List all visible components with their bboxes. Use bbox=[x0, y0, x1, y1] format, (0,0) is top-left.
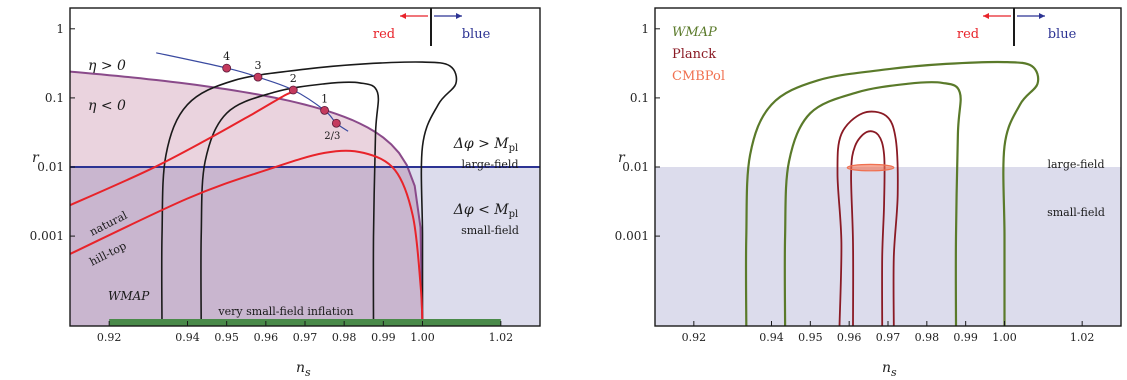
y-tick-label: 0.001 bbox=[30, 229, 64, 243]
y-tick-label: 0.01 bbox=[622, 160, 649, 174]
x-tick-label: 0.94 bbox=[175, 331, 200, 344]
very-small-field-label: very small-field inflation bbox=[217, 305, 353, 318]
wmap-contour-outer bbox=[160, 61, 458, 326]
delta-phi-small-label: Δφ < Mpl bbox=[453, 202, 519, 220]
attractor-point-label: 2/3 bbox=[324, 131, 340, 142]
left-x-ticks: 0.92 0.94 0.95 0.96 0.97 0.98 0.99 1.00 1.02 bbox=[97, 321, 513, 344]
attractor-point bbox=[320, 105, 329, 115]
right-x-axis-label: ns bbox=[882, 360, 897, 379]
y-tick-label: 0.001 bbox=[615, 229, 649, 243]
x-tick-label: 0.97 bbox=[293, 331, 318, 344]
left-plot-area bbox=[70, 52, 540, 326]
x-tick-label: 0.92 bbox=[682, 331, 707, 344]
attractor-point bbox=[288, 85, 298, 95]
x-tick-label: 1.02 bbox=[489, 331, 514, 344]
left-y-ticks: 1 0.1 0.01 0.001 bbox=[30, 22, 75, 243]
legend-planck: Planck bbox=[672, 47, 716, 62]
legend-wmap: WMAP bbox=[672, 25, 717, 40]
planck-contour-inner bbox=[850, 130, 886, 326]
left-y-axis-label: r bbox=[32, 150, 40, 166]
x-tick-label: 1.00 bbox=[992, 331, 1017, 344]
x-tick-label: 0.95 bbox=[214, 331, 239, 344]
attractor-point-label: 3 bbox=[255, 59, 262, 72]
attractor-point-label: 2 bbox=[290, 72, 297, 85]
right-blue-label: blue bbox=[1048, 27, 1077, 42]
right-red-label: red bbox=[957, 27, 979, 42]
x-tick-label: 0.92 bbox=[97, 331, 122, 344]
left-x-axis-label: ns bbox=[296, 360, 311, 379]
x-tick-label: 0.99 bbox=[371, 331, 396, 344]
left-blue-label: blue bbox=[462, 27, 491, 42]
wmap-contour-inner-right bbox=[783, 81, 962, 326]
attractor-points: 4 3 2 1 2/3 bbox=[222, 50, 341, 142]
x-tick-label: 0.96 bbox=[837, 331, 862, 344]
wmap-contour-outer-right bbox=[744, 60, 1040, 326]
x-tick-label: 0.99 bbox=[953, 331, 978, 344]
x-tick-label: 0.96 bbox=[254, 331, 279, 344]
right-red-arrow bbox=[983, 13, 1011, 19]
wmap-label: WMAP bbox=[108, 289, 150, 303]
right-large-field-label: large-field bbox=[1047, 158, 1104, 171]
delta-phi-large-label: Δφ > Mpl bbox=[453, 136, 519, 154]
left-red-arrow bbox=[400, 13, 428, 19]
attractor-point-label: 1 bbox=[321, 92, 328, 105]
small-field-label: small-field bbox=[461, 224, 519, 237]
y-tick-label: 0.1 bbox=[630, 91, 649, 105]
right-blue-arrow bbox=[1017, 13, 1045, 19]
eta-positive-label: η > 0 bbox=[88, 58, 126, 74]
eta-boundary-curve bbox=[70, 70, 424, 326]
right-panel: 0.92 0.94 0.95 0.96 0.97 0.98 0.99 1.00 1.02 1 0.… bbox=[615, 7, 1122, 379]
cmbpol-contour bbox=[846, 163, 895, 172]
planck-contour-outer bbox=[836, 110, 899, 326]
right-y-ticks: 1 0.1 0.01 0.001 bbox=[615, 22, 660, 243]
right-small-field-label: small-field bbox=[1047, 206, 1105, 219]
small-field-region-right bbox=[655, 167, 1121, 326]
overlap-region bbox=[70, 167, 423, 326]
right-x-ticks: 0.92 0.94 0.95 0.96 0.97 0.98 0.99 1.00 1.02 bbox=[682, 321, 1095, 344]
right-plot-area bbox=[655, 60, 1121, 326]
large-field-label: large-field bbox=[461, 158, 518, 171]
attractor-point-label: 4 bbox=[223, 50, 230, 63]
attractor-point bbox=[222, 63, 232, 73]
eta-negative-label: η < 0 bbox=[88, 98, 126, 114]
natural-inflation-curve bbox=[70, 91, 294, 207]
x-tick-label: 1.00 bbox=[410, 331, 435, 344]
x-tick-label: 0.94 bbox=[759, 331, 784, 344]
x-tick-label: 0.98 bbox=[915, 331, 940, 344]
hill-top-curve bbox=[70, 149, 424, 326]
x-tick-label: 0.95 bbox=[798, 331, 823, 344]
x-tick-label: 0.98 bbox=[332, 331, 357, 344]
y-tick-label: 1 bbox=[641, 22, 649, 36]
y-tick-label: 1 bbox=[56, 22, 64, 36]
x-tick-label: 1.02 bbox=[1070, 331, 1095, 344]
left-red-label: red bbox=[373, 27, 395, 42]
attractor-point bbox=[331, 118, 341, 128]
y-tick-label: 0.1 bbox=[45, 91, 64, 105]
attractor-point bbox=[253, 72, 263, 82]
y-tick-label: 0.01 bbox=[37, 160, 64, 174]
legend-cmbpol: CMBPol bbox=[672, 69, 725, 84]
left-blue-arrow bbox=[434, 13, 462, 19]
right-y-axis-label: r bbox=[618, 150, 626, 166]
left-panel: 4 3 2 1 2/3 0.92 0.94 0.95 0.96 0.97 0.98 0.99 1.00… bbox=[30, 7, 541, 379]
x-tick-label: 0.97 bbox=[876, 331, 901, 344]
